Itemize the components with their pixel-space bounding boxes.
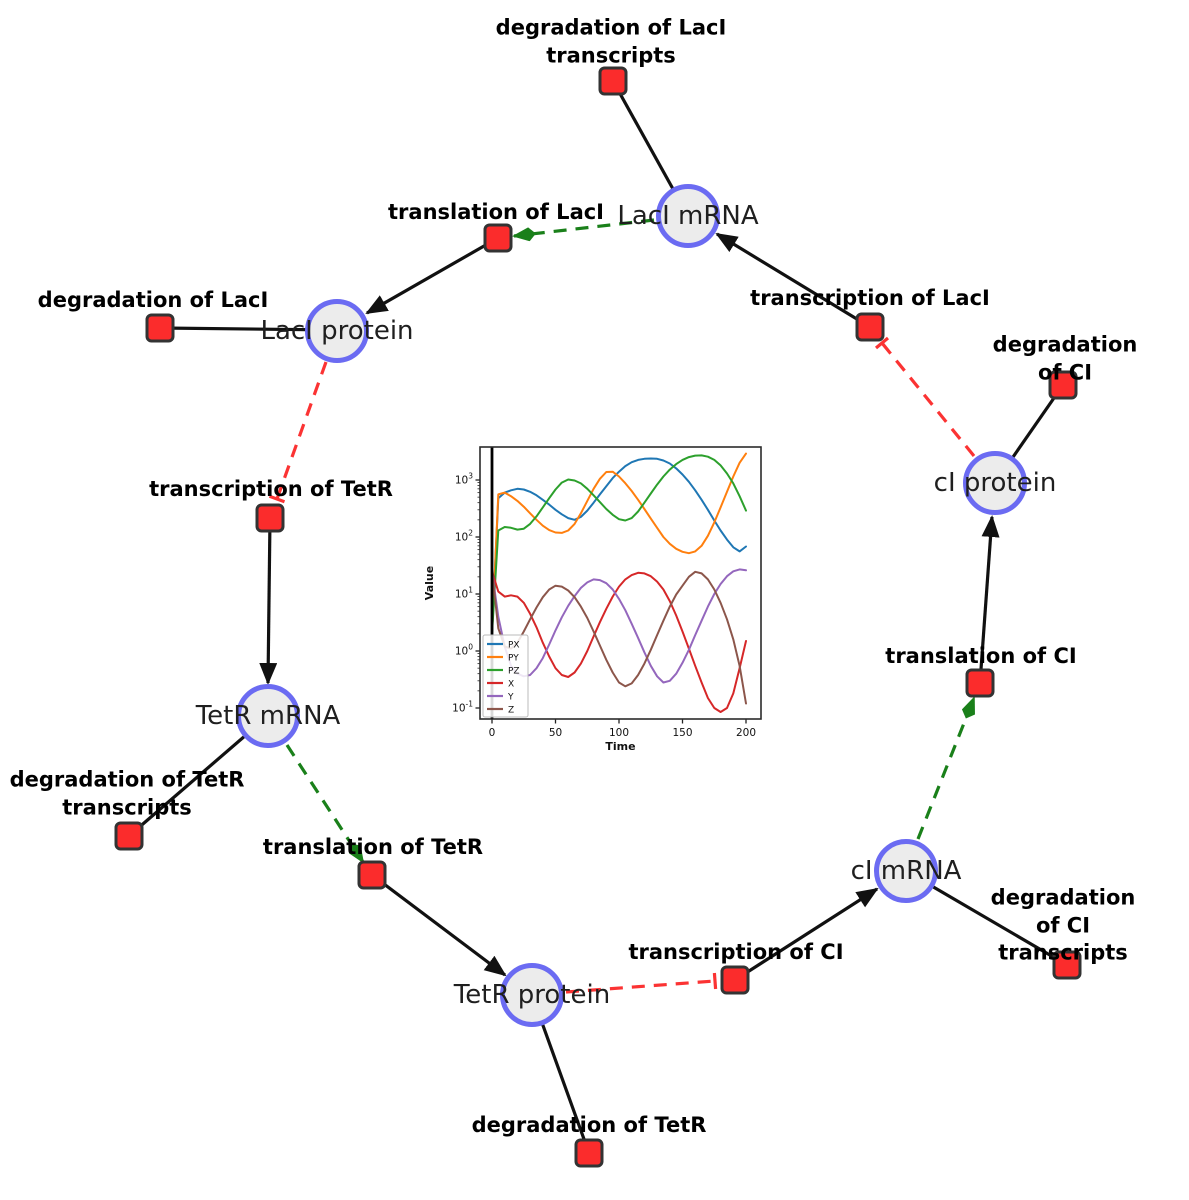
tbar-transcription-laci (874, 336, 890, 350)
svg-text:PZ: PZ (508, 667, 520, 677)
svg-text:103: 103 (455, 472, 473, 487)
node-transcription-tetr (255, 503, 285, 533)
svg-text:Value: Value (424, 566, 436, 600)
edge-ci-protein-inhibits-transcription-laci (880, 341, 976, 458)
node-laci-protein-label: LacI protein (260, 316, 414, 346)
svg-text:0: 0 (489, 727, 496, 739)
edge-translation-laci-to-laci-protein (365, 236, 499, 315)
node-ci-mrna-label: cI mRNA (850, 856, 962, 886)
edge-laci-protein-inhibits-transcription-tetr (275, 361, 328, 500)
node-translation-tetr (357, 860, 387, 890)
label-deg-laci-transcripts: degradation of LacI transcripts (495, 15, 727, 67)
node-ci-protein-label: cI protein (933, 468, 1057, 498)
svg-text:100: 100 (455, 643, 473, 658)
svg-text:Z: Z (508, 706, 514, 716)
tbar-transcription-tetr (268, 494, 286, 504)
label-deg-tetr: degradation of TetR (471, 1113, 707, 1138)
node-deg-tetr (574, 1138, 604, 1168)
node-deg-ci-transcripts (1052, 950, 1082, 980)
label-translation-ci: translation of CI (885, 644, 1077, 669)
svg-text:200: 200 (736, 727, 756, 739)
node-laci-protein: LacI protein (260, 299, 414, 363)
label-transcription-ci: transcription of CI (628, 940, 844, 965)
label-deg-ci: degradation of CI (992, 332, 1138, 384)
simulation-chart-svg: 10-1 100 101 102 103 0 50 100 150 200 Time Value PX P… (423, 446, 762, 753)
node-ci-mrna: cI mRNA (851, 839, 961, 903)
svg-text:102: 102 (455, 529, 473, 544)
node-translation-ci (965, 668, 995, 698)
svg-text:150: 150 (672, 727, 692, 739)
node-transcription-laci (855, 312, 885, 342)
label-transcription-tetr: transcription of TetR (149, 477, 393, 502)
label-deg-ci-transcripts: degradation of CI transcripts (990, 885, 1136, 965)
label-translation-tetr: translation of TetR (262, 835, 484, 860)
node-deg-laci-transcripts (598, 66, 628, 96)
label-transcription-laci: transcription of LacI (750, 286, 990, 311)
svg-text:Time: Time (605, 740, 635, 753)
edge-laci-mrna-to-translation-laci (512, 218, 655, 242)
label-translation-laci: translation of LacI (388, 200, 604, 225)
svg-text:100: 100 (609, 727, 629, 739)
edge-translation-tetr-to-tetr-protein (371, 873, 507, 977)
svg-text:50: 50 (549, 727, 562, 739)
node-tetr-protein: TetR protein (454, 963, 610, 1027)
node-laci-mrna-label: LacI mRNA (617, 201, 759, 231)
node-tetr-mrna: TetR mRNA (196, 684, 340, 748)
node-laci-mrna: LacI mRNA (617, 184, 759, 248)
edge-tetr-protein-inhibits-transcription-ci (565, 979, 716, 994)
node-tetr-protein-label: TetR protein (453, 980, 611, 1010)
tbar-transcription-ci (712, 972, 718, 990)
node-transcription-ci (720, 965, 750, 995)
edge-transcription-laci-to-laci-mrna (715, 232, 871, 329)
svg-text:10-1: 10-1 (452, 700, 473, 715)
svg-text:PY: PY (508, 654, 519, 664)
svg-text:101: 101 (455, 586, 473, 601)
node-deg-tetr-transcripts (114, 821, 144, 851)
edge-transcription-tetr-to-tetr-mrna (259, 517, 278, 685)
edge-tetr-mrna-to-translation-tetr (285, 744, 365, 864)
label-deg-tetr-transcripts: degradation of TetR transcripts (9, 767, 245, 819)
edge-ci-mrna-to-translation-ci (916, 696, 976, 840)
node-ci-protein: cI protein (934, 451, 1056, 515)
svg-text:X: X (508, 680, 514, 690)
svg-text:Y: Y (507, 693, 514, 703)
svg-text:PX: PX (508, 641, 520, 651)
edge-transcription-ci-to-ci-mrna (734, 887, 879, 982)
node-tetr-mrna-label: TetR mRNA (195, 701, 341, 731)
simulation-inset-chart: 10-1 100 101 102 103 0 50 100 150 200 Time Value PX P… (423, 437, 770, 759)
node-translation-laci (483, 223, 513, 253)
label-deg-laci: degradation of LacI (37, 288, 269, 313)
node-deg-ci (1048, 370, 1078, 400)
edge-translation-ci-to-ci-protein (978, 515, 1000, 684)
node-deg-laci (145, 313, 175, 343)
